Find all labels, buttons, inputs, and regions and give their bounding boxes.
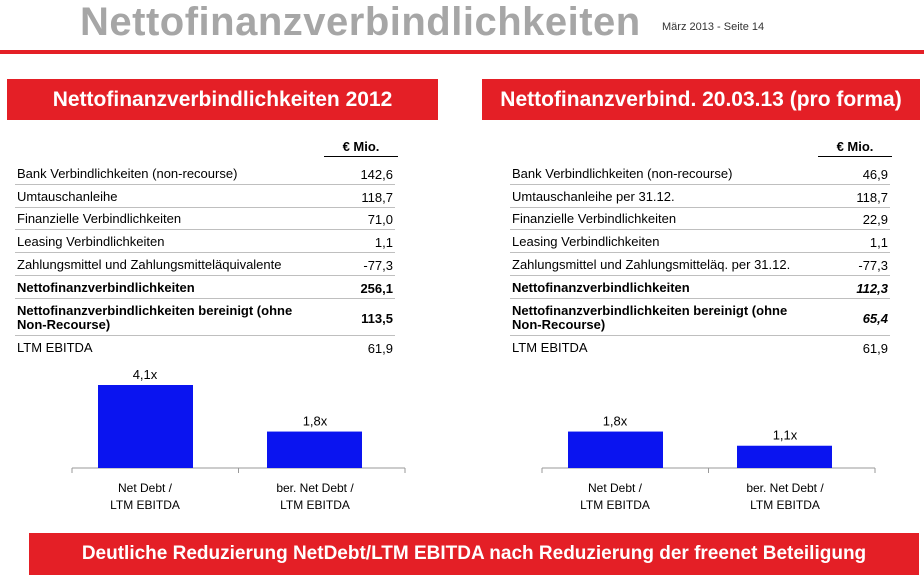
- row-label: Bank Verbindlichkeiten (non-recourse): [512, 166, 733, 181]
- row-label: LTM EBITDA: [17, 340, 93, 355]
- row-value: 112,3: [856, 280, 888, 296]
- table-row: Nettofinanzverbindlichkeiten 256,1: [15, 278, 395, 299]
- table-row: LTM EBITDA 61,9: [510, 338, 890, 358]
- row-label: Finanzielle Verbindlichkeiten: [512, 211, 677, 226]
- row-value: 113,5: [361, 310, 393, 326]
- category-label: ber. Net Debt / LTM EBITDA: [746, 481, 824, 512]
- row-value: -77,3: [858, 257, 888, 273]
- table-row: Nettofinanzverbindlichkeiten bereinigt (…: [510, 301, 890, 336]
- footer-banner: Deutliche Reduzierung NetDebt/LTM EBITDA…: [29, 533, 919, 575]
- right-chart: 1,8x Net Debt / LTM EBITDA 1,1x ber. Net Deb…: [530, 360, 890, 525]
- left-chart-svg: 4,1x Net Debt / LTM EBITDA 1,8x ber. Net Deb…: [71, 367, 406, 512]
- row-value: -77,3: [363, 257, 393, 273]
- table-row: Leasing Verbindlichkeiten 1,1: [510, 232, 890, 253]
- row-label: Umtauschanleihe: [17, 189, 118, 204]
- row-label: Finanzielle Verbindlichkeiten: [17, 211, 182, 226]
- bar: [737, 445, 832, 468]
- category-label: Net Debt / LTM EBITDA: [110, 481, 180, 512]
- row-value: 46,9: [862, 166, 888, 182]
- row-value: 61,9: [862, 340, 888, 356]
- table-row: Leasing Verbindlichkeiten 1,1: [15, 232, 395, 253]
- row-label: LTM EBITDA: [512, 340, 588, 355]
- page-date-label: März 2013 - Seite 14: [662, 21, 765, 33]
- header-divider: [0, 50, 924, 54]
- left-unit-header: € Mio.: [324, 139, 398, 157]
- page-title: Nettofinanzverbindlichkeiten: [80, 0, 641, 44]
- bar: [568, 431, 663, 468]
- row-label: Nettofinanzverbindlichkeiten bereinigt (…: [512, 303, 788, 332]
- category-label: ber. Net Debt / LTM EBITDA: [276, 481, 354, 512]
- table-row: Nettofinanzverbindlichkeiten bereinigt (…: [15, 301, 395, 336]
- bar-value-label: 1,8x: [303, 414, 328, 429]
- row-value: 1,1: [869, 234, 888, 250]
- table-row: Zahlungsmittel und Zahlungsmitteläq. per…: [510, 255, 890, 276]
- row-value: 142,6: [360, 166, 393, 182]
- right-chart-svg: 1,8x Net Debt / LTM EBITDA 1,1x ber. Net Deb…: [541, 414, 876, 512]
- bar: [267, 431, 362, 468]
- row-value: 256,1: [360, 280, 393, 296]
- row-value: 71,0: [367, 211, 393, 227]
- table-row: Nettofinanzverbindlichkeiten 112,3: [510, 278, 890, 299]
- row-label: Nettofinanzverbindlichkeiten: [512, 280, 690, 295]
- row-value: 65,4: [862, 310, 888, 326]
- table-row: LTM EBITDA 61,9: [15, 338, 395, 358]
- table-row: Finanzielle Verbindlichkeiten 22,9: [510, 209, 890, 230]
- row-value: 61,9: [367, 340, 393, 356]
- left-banner: Nettofinanzverbindlichkeiten 2012: [7, 79, 438, 120]
- row-value: 1,1: [374, 234, 393, 250]
- right-unit-header: € Mio.: [818, 139, 892, 157]
- row-label: Leasing Verbindlichkeiten: [512, 234, 660, 249]
- row-label: Umtauschanleihe per 31.12.: [512, 189, 675, 204]
- row-label: Leasing Verbindlichkeiten: [17, 234, 165, 249]
- table-row: Bank Verbindlichkeiten (non-recourse) 142…: [15, 164, 395, 185]
- right-banner: Nettofinanzverbind. 20.03.13 (pro forma): [482, 79, 920, 120]
- table-row: Bank Verbindlichkeiten (non-recourse) 46,…: [510, 164, 890, 185]
- row-value: 118,7: [361, 189, 393, 205]
- table-row: Finanzielle Verbindlichkeiten 71,0: [15, 209, 395, 230]
- row-label: Bank Verbindlichkeiten (non-recourse): [17, 166, 238, 181]
- bar: [98, 385, 193, 468]
- bar-value-label: 1,1x: [773, 428, 798, 443]
- row-label: Nettofinanzverbindlichkeiten bereinigt (…: [17, 303, 293, 332]
- row-label: Zahlungsmittel und Zahlungsmitteläquival…: [17, 257, 282, 272]
- row-label: Zahlungsmittel und Zahlungsmitteläq. per…: [512, 257, 791, 272]
- left-chart: 4,1x Net Debt / LTM EBITDA 1,8x ber. Net Deb…: [60, 360, 420, 525]
- table-row: Zahlungsmittel und Zahlungsmitteläquival…: [15, 255, 395, 276]
- table-row: Umtauschanleihe per 31.12. 118,7: [510, 187, 890, 208]
- category-label: Net Debt / LTM EBITDA: [580, 481, 650, 512]
- row-value: 22,9: [862, 211, 888, 227]
- table-row: Umtauschanleihe 118,7: [15, 187, 395, 208]
- row-label: Nettofinanzverbindlichkeiten: [17, 280, 195, 295]
- bar-value-label: 1,8x: [603, 414, 628, 429]
- bar-value-label: 4,1x: [133, 367, 158, 382]
- row-value: 118,7: [856, 189, 888, 205]
